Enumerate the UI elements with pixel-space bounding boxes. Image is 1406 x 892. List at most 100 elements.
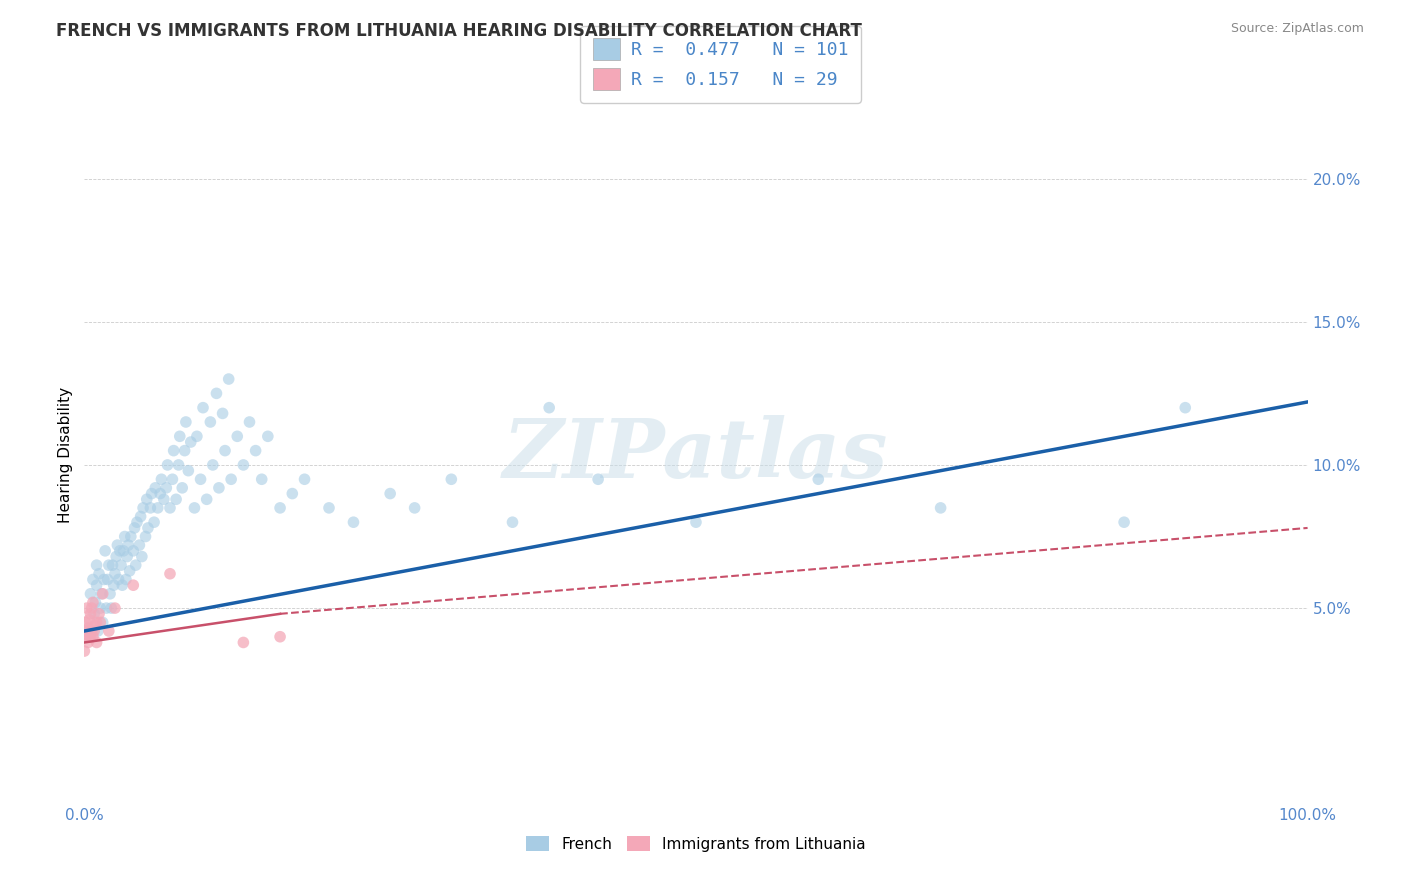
- Point: [129, 509, 152, 524]
- Point: [139, 500, 162, 515]
- Point: [159, 566, 181, 581]
- Point: [98, 587, 121, 601]
- Point: [136, 521, 159, 535]
- Point: [118, 564, 141, 578]
- Point: [153, 492, 176, 507]
- Point: [162, 472, 184, 486]
- Point: [75, 630, 97, 644]
- Point: [214, 443, 236, 458]
- Point: [79, 630, 101, 644]
- Point: [83, 607, 105, 621]
- Point: [586, 472, 609, 486]
- Point: [94, 544, 117, 558]
- Point: [79, 587, 101, 601]
- Point: [105, 549, 128, 564]
- Point: [1174, 401, 1197, 415]
- Point: [218, 372, 240, 386]
- Point: [294, 472, 316, 486]
- Point: [77, 635, 100, 649]
- Point: [211, 406, 233, 420]
- Point: [87, 624, 110, 638]
- Point: [105, 538, 128, 552]
- Point: [73, 624, 96, 638]
- Point: [82, 630, 104, 644]
- Point: [110, 558, 132, 573]
- Point: [502, 515, 524, 529]
- Point: [104, 601, 127, 615]
- Point: [281, 486, 304, 500]
- Point: [146, 500, 169, 515]
- Point: [174, 415, 197, 429]
- Point: [76, 624, 98, 638]
- Point: [250, 472, 273, 486]
- Point: [200, 415, 222, 429]
- Point: [124, 521, 146, 535]
- Point: [97, 624, 120, 638]
- Point: [226, 429, 249, 443]
- Point: [163, 443, 186, 458]
- Point: [172, 481, 194, 495]
- Point: [167, 458, 190, 472]
- Point: [122, 544, 145, 558]
- Text: FRENCH VS IMMIGRANTS FROM LITHUANIA HEARING DISABILITY CORRELATION CHART: FRENCH VS IMMIGRANTS FROM LITHUANIA HEAR…: [56, 22, 862, 40]
- Point: [269, 630, 291, 644]
- Point: [156, 458, 179, 472]
- Point: [77, 613, 100, 627]
- Point: [115, 573, 138, 587]
- Point: [205, 386, 228, 401]
- Point: [195, 492, 218, 507]
- Point: [89, 601, 111, 615]
- Point: [219, 472, 242, 486]
- Point: [77, 630, 100, 644]
- Point: [165, 492, 187, 507]
- Point: [238, 415, 260, 429]
- Point: [108, 544, 131, 558]
- Point: [685, 515, 707, 529]
- Point: [84, 618, 107, 632]
- Point: [87, 566, 110, 581]
- Point: [100, 601, 122, 615]
- Point: [87, 607, 110, 621]
- Point: [380, 486, 402, 500]
- Legend: French, Immigrants from Lithuania: French, Immigrants from Lithuania: [520, 830, 872, 858]
- Point: [141, 486, 163, 500]
- Point: [208, 481, 231, 495]
- Point: [86, 558, 108, 573]
- Point: [183, 500, 205, 515]
- Point: [112, 544, 135, 558]
- Point: [101, 558, 124, 573]
- Point: [80, 624, 103, 638]
- Point: [82, 595, 104, 609]
- Point: [111, 578, 134, 592]
- Point: [91, 615, 114, 630]
- Text: ZIPatlas: ZIPatlas: [503, 415, 889, 495]
- Point: [143, 515, 166, 529]
- Point: [90, 587, 112, 601]
- Point: [77, 621, 100, 635]
- Point: [91, 587, 114, 601]
- Point: [79, 607, 101, 621]
- Point: [104, 566, 127, 581]
- Point: [115, 549, 138, 564]
- Point: [86, 635, 108, 649]
- Point: [169, 429, 191, 443]
- Point: [143, 481, 166, 495]
- Point: [76, 601, 98, 615]
- Point: [131, 549, 153, 564]
- Point: [122, 578, 145, 592]
- Point: [125, 558, 148, 573]
- Point: [149, 486, 172, 500]
- Point: [89, 615, 111, 630]
- Point: [269, 500, 291, 515]
- Point: [538, 401, 561, 415]
- Point: [117, 538, 139, 552]
- Point: [86, 578, 108, 592]
- Point: [190, 472, 212, 486]
- Point: [114, 529, 136, 543]
- Point: [177, 464, 200, 478]
- Point: [440, 472, 463, 486]
- Point: [75, 615, 97, 630]
- Text: Source: ZipAtlas.com: Source: ZipAtlas.com: [1230, 22, 1364, 36]
- Point: [93, 573, 115, 587]
- Point: [173, 443, 195, 458]
